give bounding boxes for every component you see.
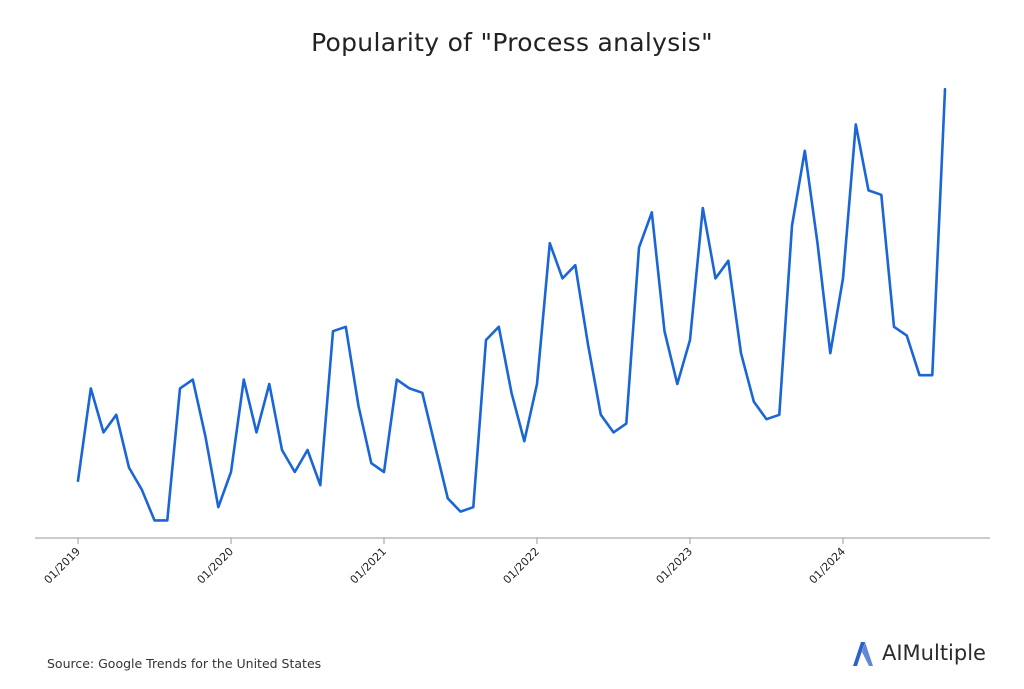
x-tick-label: 01/2024 xyxy=(807,545,849,587)
aimultiple-logo-icon xyxy=(853,642,873,666)
chart-title: Popularity of "Process analysis" xyxy=(311,28,713,57)
source-note: Source: Google Trends for the United Sta… xyxy=(47,656,322,671)
series-points xyxy=(76,87,947,522)
x-axis-ticks: 01/2019 01/2020 01/2021 01/2022 01/2023 01/20… xyxy=(42,538,849,587)
x-tick-label: 01/2020 xyxy=(195,545,237,587)
series-line xyxy=(76,87,947,522)
x-tick-label: 01/2022 xyxy=(501,545,543,587)
brand-logo: AIMultiple xyxy=(850,638,986,668)
brand-name: AIMultiple xyxy=(882,641,986,665)
x-tick-label: 01/2019 xyxy=(42,545,84,587)
x-tick-label: 01/2021 xyxy=(348,545,390,587)
x-tick-label: 01/2023 xyxy=(654,545,696,587)
